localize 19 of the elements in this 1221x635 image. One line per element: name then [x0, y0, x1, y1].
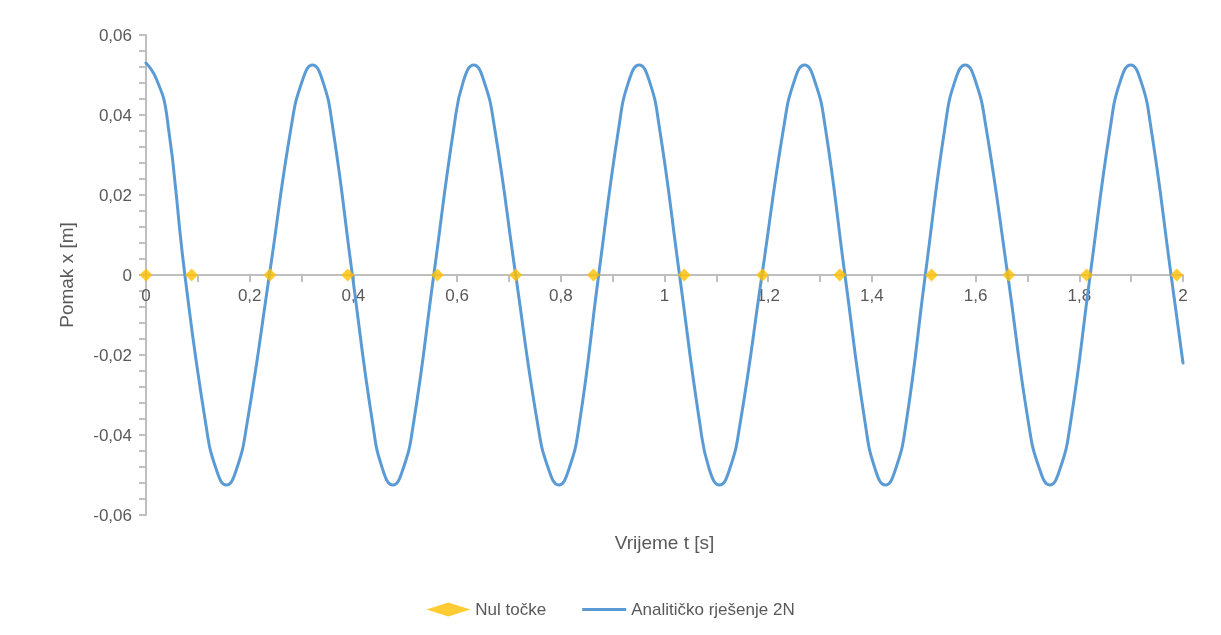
y-tick-label: 0,04 [98, 105, 132, 125]
x-tick-label: 0 [141, 286, 151, 305]
y-tick-label: 0 [122, 265, 132, 285]
x-tick-label: 2 [1178, 286, 1188, 305]
y-tick-label: 0,02 [98, 185, 132, 205]
x-axis-title: Vrijeme t [s] [614, 532, 715, 553]
x-tick-label: 0,6 [445, 286, 469, 305]
legend-label: Analitičko rješenje 2N [631, 600, 795, 619]
y-tick-label: -0,06 [93, 505, 132, 525]
legend-label: Nul točke [475, 600, 547, 619]
y-tick-label: -0,04 [93, 425, 132, 445]
x-tick-label: 0,8 [548, 286, 573, 305]
y-tick-label: 0,06 [98, 25, 132, 45]
x-tick-label: 1,4 [860, 286, 884, 305]
x-tick-label: 1 [659, 286, 670, 305]
x-tick-label: 0,2 [237, 286, 262, 305]
x-tick-label: 1,6 [963, 286, 988, 305]
y-tick-label: -0,02 [93, 345, 132, 365]
y-axis-title: Pomak x [m] [56, 222, 77, 328]
